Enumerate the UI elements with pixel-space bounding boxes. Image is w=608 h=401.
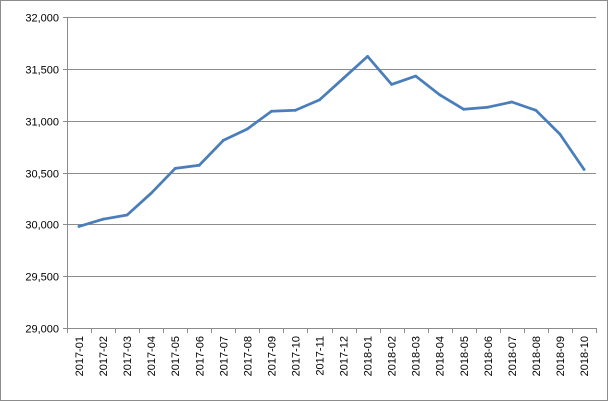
x-tick-label: 2018-08: [531, 336, 543, 376]
data-point: [197, 163, 201, 167]
data-point: [221, 139, 225, 142]
x-tick-label: 2018-07: [507, 336, 519, 376]
x-tick-label: 2018-04: [435, 336, 447, 376]
x-tick-label: 2017-10: [290, 336, 302, 376]
x-tick-label: 2018-05: [459, 336, 471, 376]
data-point: [173, 167, 177, 170]
y-tick-label: 30,000: [25, 220, 59, 232]
x-tick-label: 2018-06: [483, 336, 495, 376]
data-point: [510, 100, 514, 104]
x-tick-label: 2017-03: [122, 336, 134, 376]
data-point: [486, 105, 490, 109]
y-tick-labels: 29,000 29,500 30,000 30,500 31,000 31,500 32,0…: [25, 13, 59, 336]
x-tick-label: 2017-01: [74, 336, 86, 376]
x-tick-label: 2017-12: [339, 336, 351, 376]
x-tick-label: 2018-09: [555, 336, 567, 376]
data-point: [294, 108, 297, 112]
x-tick-labels: 2017-01 2017-02 2017-03 2017-04 2017-05 2017-…: [74, 336, 591, 376]
data-point: [366, 55, 369, 58]
x-tick-label: 2018-01: [363, 336, 375, 376]
data-point: [438, 93, 442, 97]
y-tick-label: 31,000: [25, 117, 59, 129]
x-tick-label: 2018-03: [411, 336, 423, 376]
data-point: [318, 98, 321, 102]
y-tick-label: 31,500: [25, 65, 59, 77]
data-point: [582, 168, 586, 171]
data-point: [125, 213, 129, 217]
x-tick-label: 2018-10: [579, 336, 591, 376]
x-tick-label: 2017-08: [242, 336, 254, 376]
x-tick-label: 2017-09: [266, 336, 278, 376]
x-tick-label: 2017-04: [146, 336, 158, 376]
data-point: [342, 76, 345, 80]
data-point: [149, 191, 153, 195]
data-point: [558, 132, 562, 136]
x-tick-label: 2017-02: [98, 336, 110, 376]
data-point: [245, 127, 249, 131]
data-point: [390, 83, 393, 86]
data-point: [462, 107, 466, 111]
data-point: [414, 74, 418, 78]
axes: [67, 17, 597, 333]
x-tick-label: 2017-07: [218, 336, 230, 376]
series-line: [77, 55, 586, 228]
x-tick-label: 2017-06: [194, 336, 206, 376]
data-point: [534, 108, 538, 112]
series-layer: [77, 55, 586, 228]
y-tick-label: 32,000: [25, 13, 59, 25]
x-tick-label: 2017-05: [170, 336, 182, 376]
y-tick-label: 29,000: [25, 324, 59, 336]
gridlines: [63, 17, 596, 329]
x-tick-label: 2017-11: [314, 336, 326, 376]
data-point: [101, 217, 105, 221]
x-tick-label: 2018-02: [387, 336, 399, 376]
data-point: [77, 225, 81, 228]
y-tick-label: 30,500: [25, 169, 59, 181]
y-tick-label: 29,500: [25, 272, 59, 284]
data-point: [270, 109, 273, 113]
